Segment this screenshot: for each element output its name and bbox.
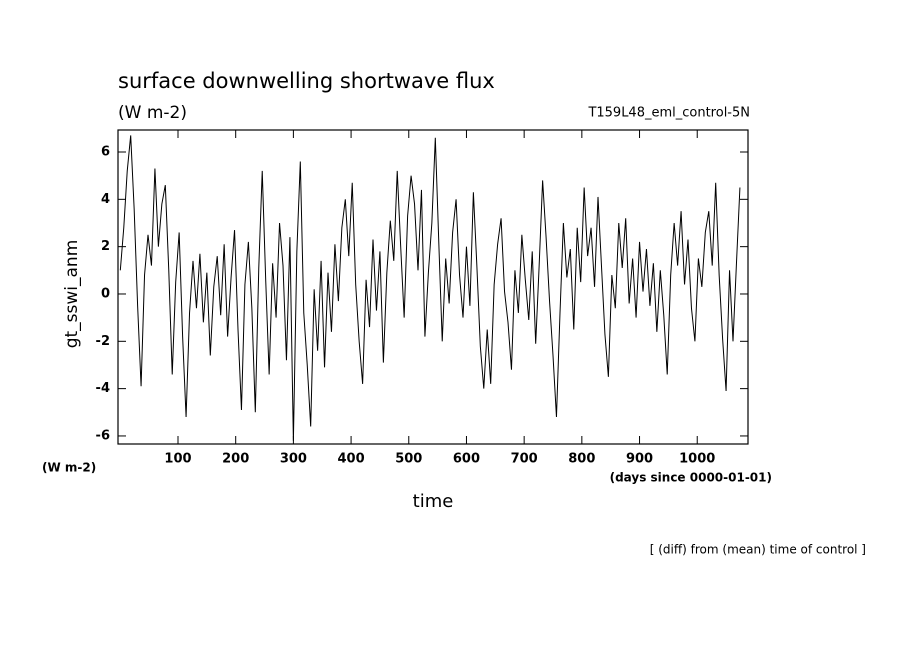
chart-subtitle: (W m-2) <box>118 103 187 123</box>
y-tick-label: -6 <box>96 428 110 443</box>
x-axis-label: time <box>413 491 454 512</box>
x-tick-label: 900 <box>626 452 653 467</box>
y-tick-label: 2 <box>101 239 110 254</box>
chart-title: surface downwelling shortwave flux <box>118 69 495 93</box>
x-unit-label: (days since 0000-01-01) <box>610 471 772 485</box>
footnote: [ (diff) from (mean) time of control ] <box>650 543 866 557</box>
x-tick-label: 700 <box>511 452 538 467</box>
x-tick-label: 400 <box>338 452 365 467</box>
y-tick-label: 0 <box>101 286 110 301</box>
y-tick-label: -4 <box>96 381 110 396</box>
x-tick-label: 200 <box>222 452 249 467</box>
run-label: T159L48_eml_control-5N <box>587 106 750 121</box>
y-tick-label: 6 <box>101 145 110 160</box>
y-tick-label: 4 <box>101 192 110 207</box>
plot-frame <box>117 129 749 445</box>
y-unit-label: (W m-2) <box>42 461 96 475</box>
y-tick-label: -2 <box>96 334 110 349</box>
series-line <box>119 135 741 441</box>
x-tick-label: 100 <box>164 452 191 467</box>
x-tick-label: 600 <box>453 452 480 467</box>
y-axis-label: gt_sswi_anm <box>62 240 82 349</box>
x-tick-label: 500 <box>395 452 422 467</box>
x-tick-label: 300 <box>280 452 307 467</box>
x-tick-label: 800 <box>568 452 595 467</box>
x-tick-label: 1000 <box>679 452 715 467</box>
